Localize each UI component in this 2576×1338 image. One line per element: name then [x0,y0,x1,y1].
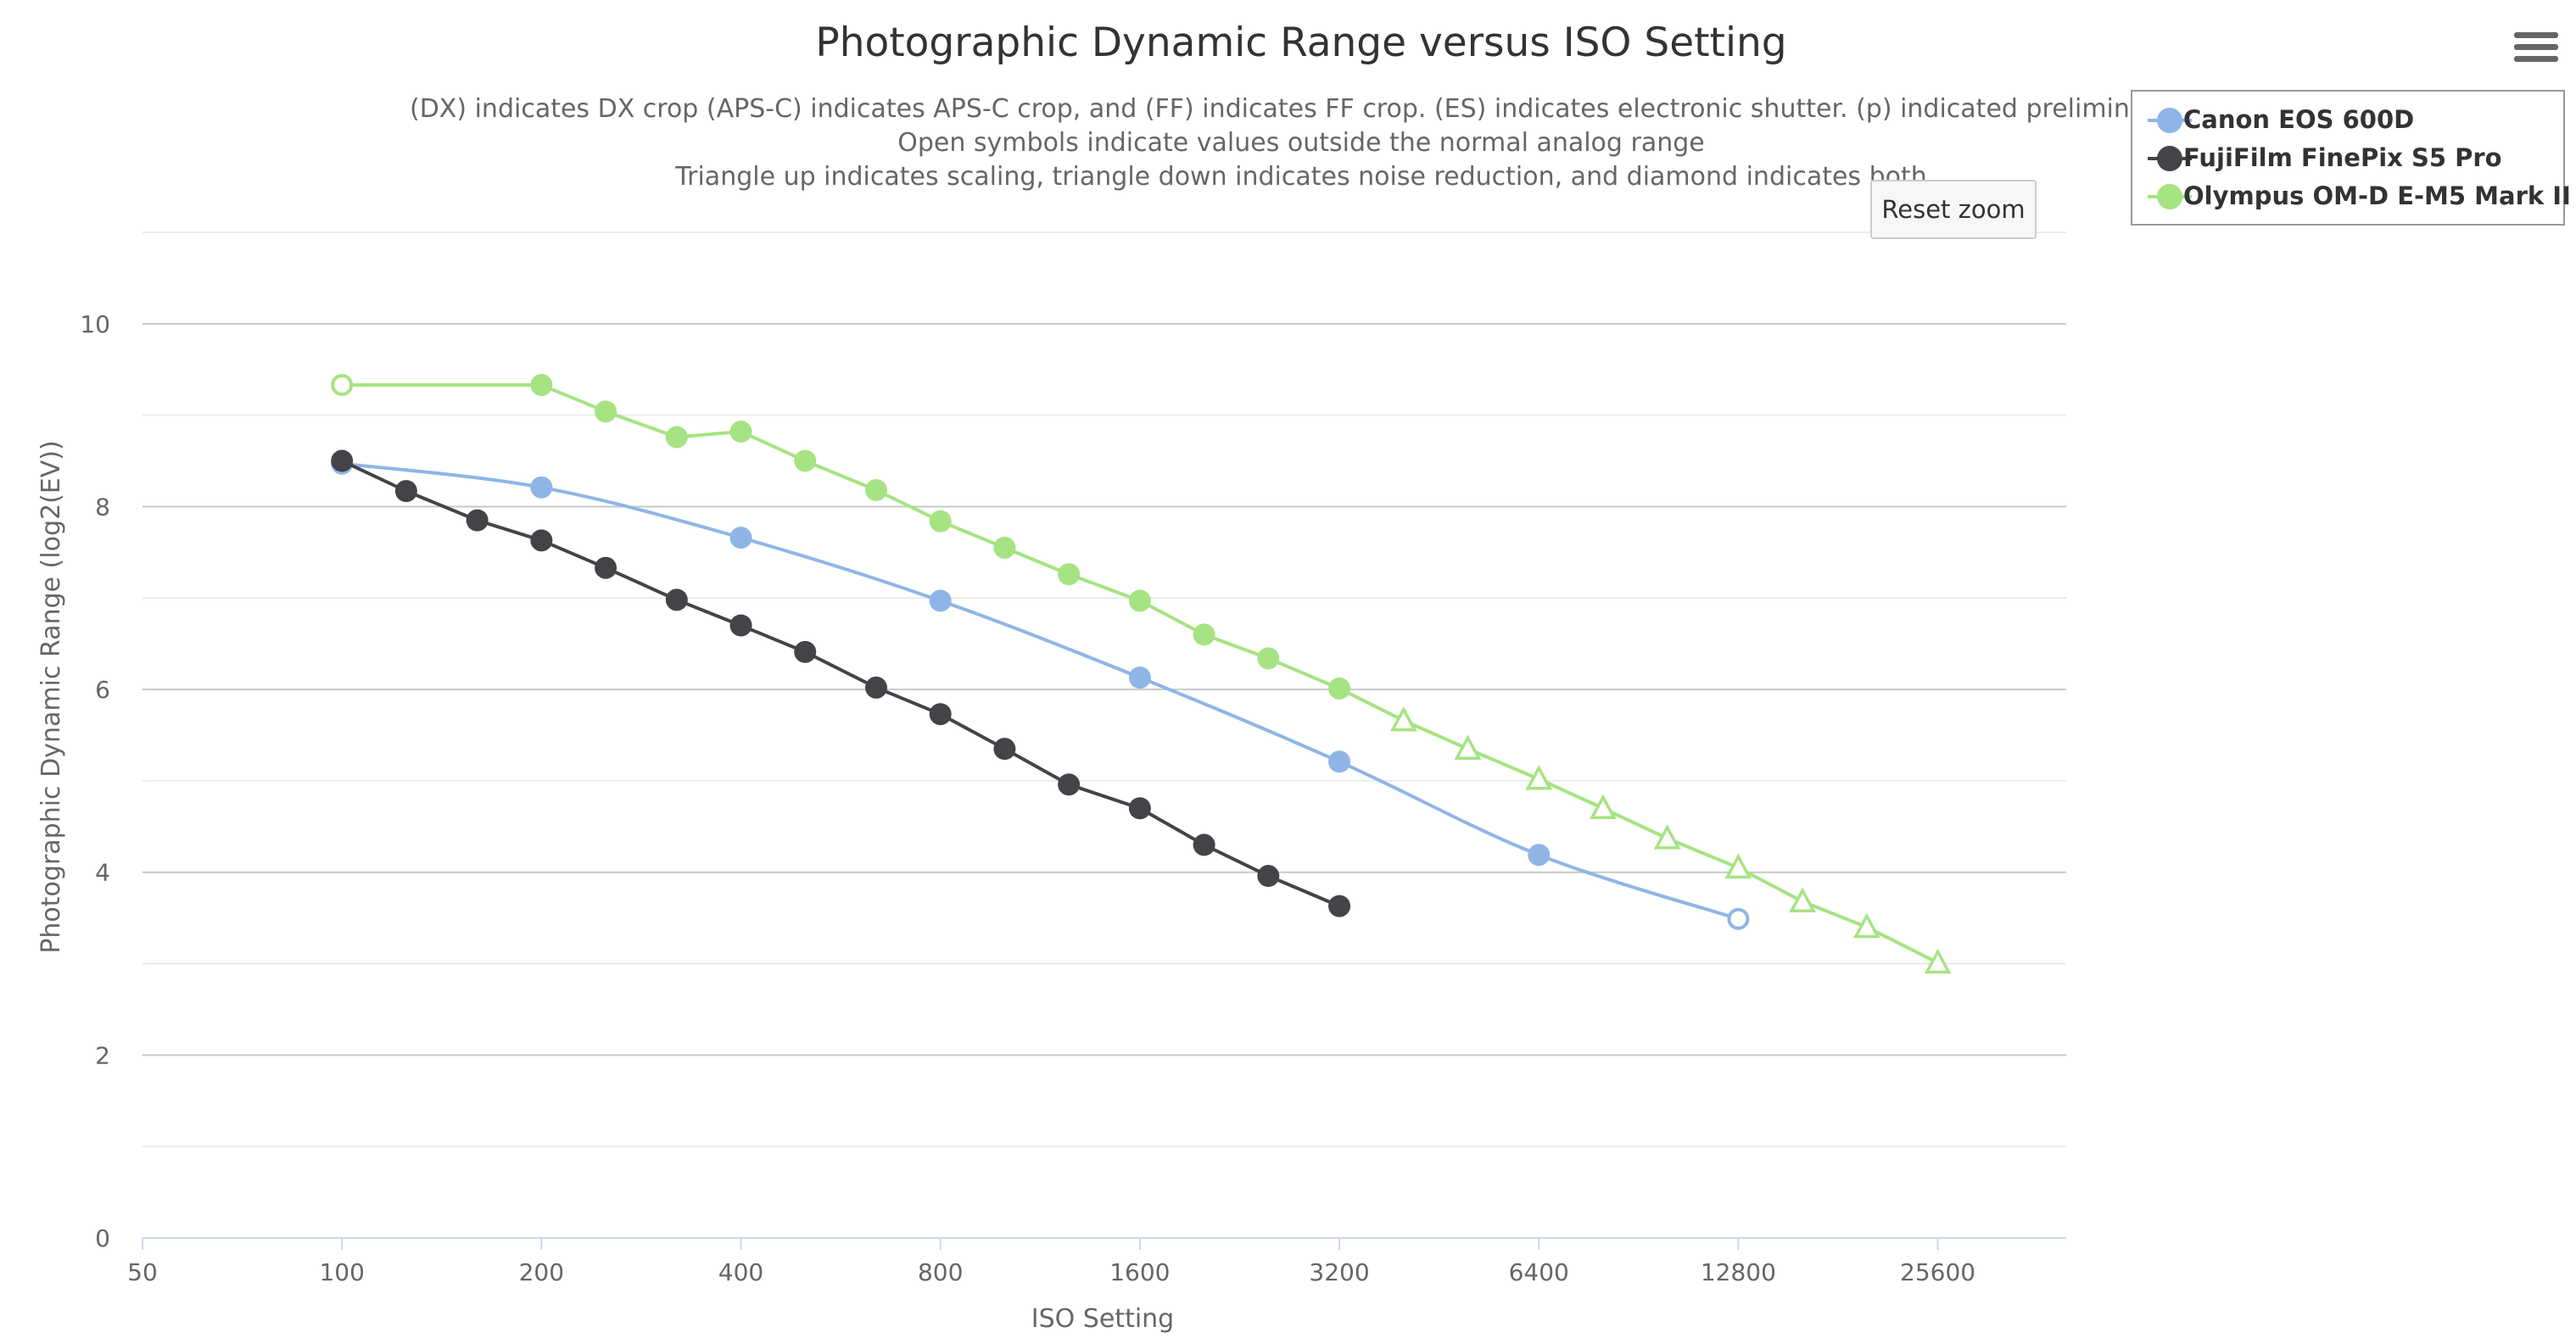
data-point-triangle[interactable] [1653,824,1681,850]
legend-label-fujifilm: FujiFilm FinePix S5 Pro [2183,143,2502,172]
data-point[interactable] [1128,797,1151,820]
legend-symbol-olympus [2148,184,2192,209]
data-point[interactable] [1528,844,1551,867]
data-point[interactable] [530,476,553,499]
data-point[interactable] [1193,623,1215,646]
data-point-triangle[interactable] [1924,948,1952,974]
hamburger-menu-icon[interactable] [2511,27,2562,71]
data-point[interactable] [665,588,688,611]
data-point[interactable] [595,400,617,423]
data-point[interactable] [595,556,617,579]
y-tick-label: 2 [95,1041,110,1069]
legend-item-fujifilm-finepix-s5-pro[interactable]: FujiFilm FinePix S5 Pro [2132,140,2565,177]
x-tick-label: 400 [718,1258,763,1286]
data-point-triangle[interactable] [1389,706,1417,732]
axes: 0 2 4 6 8 10 50 100 200 400 800 1600 3200 6400 12800 25… [80,310,2066,1286]
x-tick-label: 6400 [1509,1258,1569,1286]
y-tick-label: 6 [95,676,110,704]
y-tick-label: 8 [95,493,110,521]
data-point-triangle[interactable] [1590,794,1617,820]
data-point[interactable] [1257,865,1280,888]
data-point[interactable] [794,640,817,663]
data-point[interactable] [530,374,553,397]
data-point[interactable] [993,536,1016,559]
x-tick-label: 800 [918,1258,963,1286]
legend-label-canon: Canon EOS 600D [2183,105,2415,134]
data-point[interactable] [929,589,952,612]
chart-subtitle-line-2: Open symbols indicate values outside the… [897,128,1704,158]
y-tick-label: 4 [95,859,110,887]
data-point[interactable] [1193,833,1215,856]
data-point[interactable] [331,449,354,472]
x-tick-label: 12800 [1701,1258,1776,1286]
data-point[interactable] [794,449,817,472]
data-point[interactable] [1257,647,1280,670]
data-point[interactable] [1128,589,1151,612]
chart-subtitle-line-1: (DX) indicates DX crop (APS-C) indicates… [410,94,2193,124]
data-point-triangle[interactable] [1454,734,1482,760]
data-point[interactable] [1128,666,1151,689]
data-point[interactable] [929,510,952,532]
x-tick-label: 200 [519,1258,564,1286]
data-point[interactable] [729,421,752,443]
x-tick-label: 25600 [1900,1258,1975,1286]
series-olympus-om-d-e-m5-mark-ii [331,374,1952,974]
series-canon-eos-600d [331,452,1750,930]
data-point[interactable] [1727,907,1750,930]
data-point[interactable] [1328,895,1351,917]
data-point[interactable] [864,676,887,699]
y-tick-label: 0 [95,1224,110,1252]
series-layer [331,374,1952,974]
data-point[interactable] [929,703,952,726]
y-tick-label: 10 [80,310,110,338]
grid [142,231,2066,1147]
data-point-triangle[interactable] [1852,912,1880,939]
legend-symbol-fujifilm [2148,146,2192,171]
x-tick-label: 50 [127,1258,158,1286]
legend-item-olympus-om-d-e-m5-mark-ii[interactable]: Olympus OM-D E-M5 Mark II [2132,178,2571,215]
data-point[interactable] [1328,677,1351,700]
x-tick-label: 3200 [1309,1258,1369,1286]
x-tick-label: 1600 [1109,1258,1170,1286]
data-point[interactable] [993,738,1016,761]
data-point[interactable] [665,426,688,449]
data-point[interactable] [729,614,752,637]
data-point-triangle[interactable] [1789,887,1817,913]
series-fujifilm-finepix-s5-pro [331,449,1351,917]
data-point[interactable] [864,479,887,502]
data-point[interactable] [729,527,752,549]
x-axis-label: ISO Setting [1031,1304,1174,1334]
chart-title: Photographic Dynamic Range versus ISO Se… [815,20,1786,66]
series-line-fujifilm-finepix-s5-pro [340,459,1342,908]
legend-label-olympus: Olympus OM-D E-M5 Mark II [2183,181,2571,210]
data-point[interactable] [394,480,417,503]
series-line-canon-eos-600d [340,461,1741,921]
legend-item-canon-eos-600d[interactable]: Canon EOS 600D [2132,102,2565,139]
x-tick-label: 100 [319,1258,364,1286]
data-point[interactable] [1058,563,1081,586]
data-point[interactable] [466,509,489,532]
legend-symbol-canon [2148,108,2192,133]
data-point-triangle[interactable] [1724,853,1752,879]
data-point[interactable] [530,529,553,552]
data-point[interactable] [1058,773,1081,796]
y-axis-label: Photographic Dynamic Range (log2(EV)) [36,440,66,953]
data-point[interactable] [331,374,354,397]
data-point-triangle[interactable] [1525,765,1553,790]
legend: Canon EOS 600D FujiFilm FinePix S5 Pro O… [2131,90,2571,226]
data-point[interactable] [1328,750,1351,773]
chart-subtitle-line-3: Triangle up indicates scaling, triangle … [674,162,1927,192]
reset-zoom-button[interactable]: Reset zoom [1870,180,2037,239]
